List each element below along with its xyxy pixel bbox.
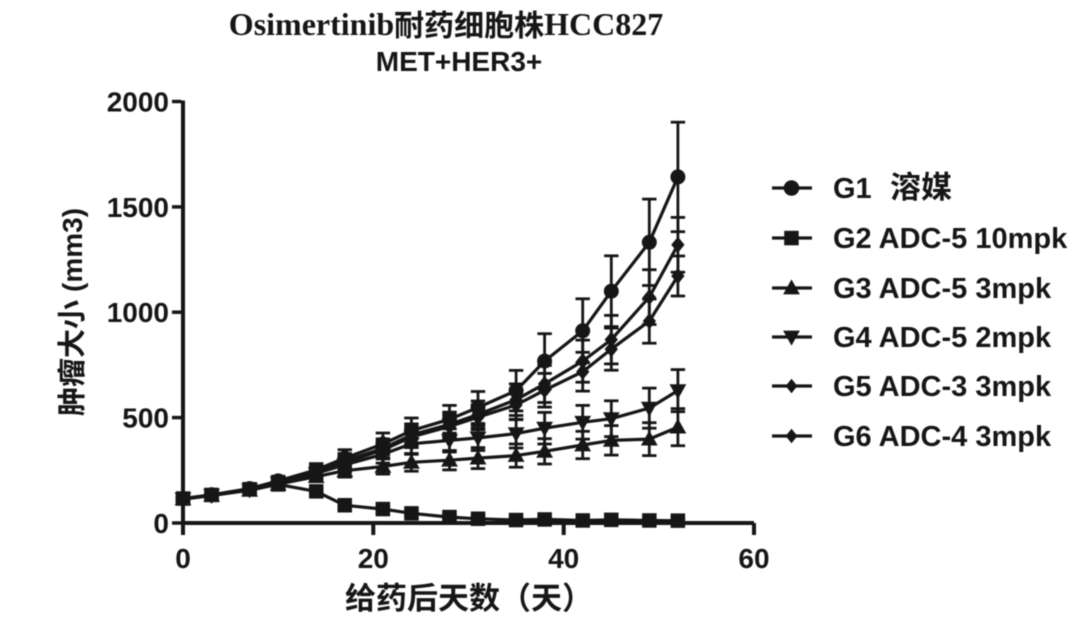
- svg-text:1000: 1000: [107, 297, 169, 328]
- svg-text:(mm3): (mm3): [57, 208, 88, 292]
- svg-text:G1: G1: [833, 173, 872, 205]
- svg-text:G5 ADC-3 3mpk: G5 ADC-3 3mpk: [833, 371, 1052, 403]
- svg-text:0: 0: [153, 508, 169, 539]
- svg-text:G3 ADC-5 3mpk: G3 ADC-5 3mpk: [833, 273, 1052, 305]
- svg-text:20: 20: [358, 543, 389, 574]
- svg-text:Osimertinib: Osimertinib: [229, 6, 394, 42]
- svg-text:40: 40: [548, 543, 579, 574]
- svg-text:500: 500: [122, 403, 169, 434]
- svg-text:MET+HER3+: MET+HER3+: [376, 46, 543, 77]
- svg-text:G2 ADC-5 10mpk: G2 ADC-5 10mpk: [833, 223, 1068, 255]
- svg-text:HCC827: HCC827: [544, 6, 663, 42]
- svg-text:60: 60: [738, 543, 769, 574]
- svg-text:G6 ADC-4 3mpk: G6 ADC-4 3mpk: [833, 421, 1052, 453]
- svg-text:0: 0: [175, 543, 191, 574]
- svg-text:G4 ADC-5 2mpk: G4 ADC-5 2mpk: [833, 322, 1052, 354]
- svg-text:1500: 1500: [107, 192, 169, 223]
- svg-text:2000: 2000: [107, 87, 169, 118]
